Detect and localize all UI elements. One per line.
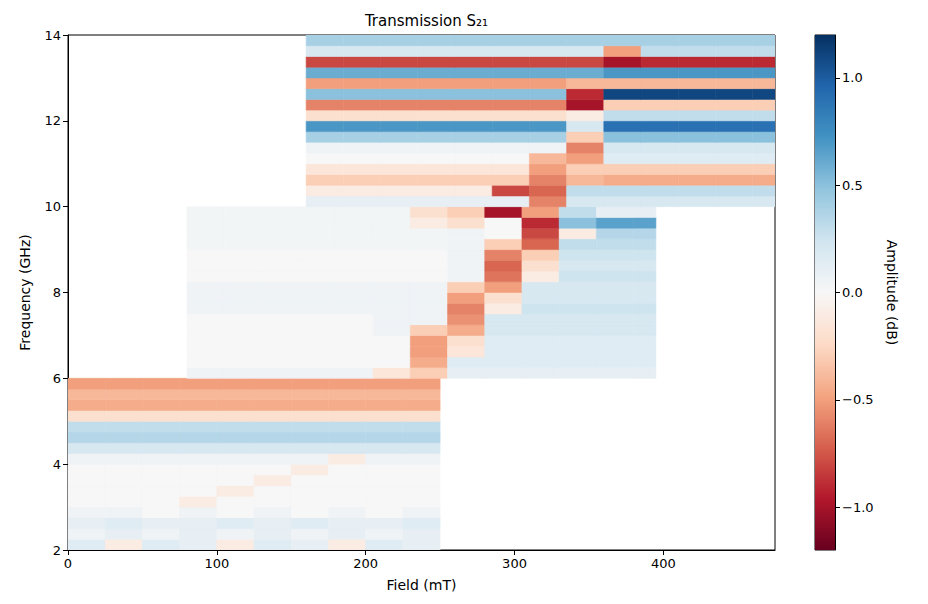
svg-text:14: 14 bbox=[44, 28, 61, 43]
svg-text:1.0: 1.0 bbox=[842, 70, 863, 85]
svg-text:−1.0: −1.0 bbox=[842, 500, 874, 515]
svg-text:Field (mT): Field (mT) bbox=[387, 577, 457, 593]
svg-text:100: 100 bbox=[204, 556, 229, 571]
svg-text:12: 12 bbox=[44, 113, 61, 128]
svg-text:200: 200 bbox=[353, 556, 378, 571]
svg-text:0: 0 bbox=[64, 556, 72, 571]
svg-text:0.5: 0.5 bbox=[842, 178, 863, 193]
svg-text:300: 300 bbox=[502, 556, 527, 571]
svg-text:10: 10 bbox=[44, 199, 61, 214]
svg-text:6: 6 bbox=[53, 371, 61, 386]
svg-text:2: 2 bbox=[53, 543, 61, 558]
svg-text:4: 4 bbox=[53, 457, 61, 472]
svg-text:8: 8 bbox=[53, 285, 61, 300]
svg-text:Transmission S₂₁: Transmission S₂₁ bbox=[364, 12, 488, 30]
svg-text:0.0: 0.0 bbox=[842, 285, 863, 300]
svg-text:−0.5: −0.5 bbox=[842, 392, 874, 407]
svg-text:Amplitude (dB): Amplitude (dB) bbox=[884, 240, 900, 346]
svg-text:400: 400 bbox=[651, 556, 676, 571]
svg-text:Frequency (GHz): Frequency (GHz) bbox=[17, 234, 33, 350]
